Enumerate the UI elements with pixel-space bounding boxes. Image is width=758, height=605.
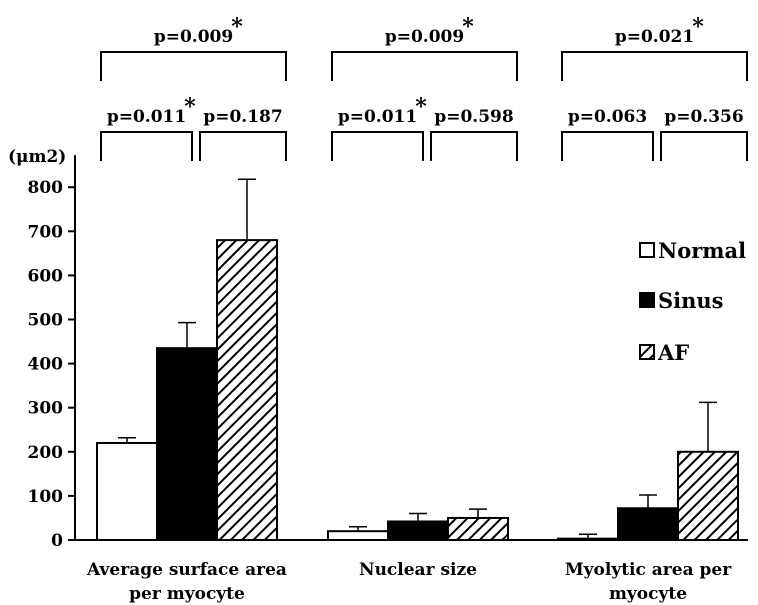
- legend-label-sinus: Sinus: [658, 288, 724, 313]
- bar-sinus: [617, 507, 679, 541]
- p-value-label: p=0.009: [154, 27, 233, 47]
- y-tick-label: 500: [28, 311, 64, 331]
- p-value-label: p=0.011: [338, 107, 417, 127]
- x-category-label: Nuclear size: [359, 560, 477, 580]
- bars: [96, 178, 739, 542]
- y-tick-label: 700: [28, 222, 64, 242]
- x-category-label-line2: myocyte: [609, 584, 687, 604]
- bar-af: [447, 516, 509, 542]
- significance-bracket: [100, 51, 287, 81]
- legend-label-normal: Normal: [658, 238, 746, 263]
- p-value-label: p=0.063: [568, 107, 647, 127]
- p-value-label: p=0.021: [615, 27, 694, 47]
- p-value-label: p=0.356: [664, 107, 743, 127]
- legend-swatch-af: [639, 344, 655, 360]
- significance-asterisk: *: [231, 14, 243, 40]
- y-tick-label: 600: [28, 266, 64, 286]
- x-axis-labels: Average surface area per myocyte Nuclear s…: [86, 560, 732, 604]
- p-value-label: p=0.187: [203, 107, 282, 127]
- legend: Normal Sinus AF: [639, 238, 746, 365]
- p-value-label: p=0.009: [385, 27, 464, 47]
- significance-asterisk: *: [462, 14, 474, 40]
- bar-normal: [327, 530, 389, 541]
- significance-asterisk: *: [415, 94, 427, 120]
- significance-bracket: [660, 131, 748, 161]
- significance-bracket: [331, 131, 424, 161]
- significance-bracket: [561, 51, 748, 81]
- p-value-label: p=0.598: [434, 107, 513, 127]
- bar-af: [216, 239, 278, 541]
- significance-bracket: [430, 131, 518, 161]
- significance-asterisk: *: [184, 94, 196, 120]
- x-category-label: Myolytic area per: [565, 560, 732, 580]
- bar-sinus: [156, 347, 218, 542]
- p-value-label: p=0.011: [107, 107, 186, 127]
- bar-normal: [96, 441, 158, 542]
- significance-bracket: [561, 131, 654, 161]
- legend-swatch-sinus: [639, 292, 655, 308]
- bar-normal: [557, 537, 619, 542]
- bar-sinus: [387, 520, 449, 542]
- significance-asterisk: *: [692, 14, 704, 40]
- y-tick-label: 800: [28, 178, 64, 198]
- x-category-label-line2: per myocyte: [129, 584, 245, 604]
- x-category-label: Average surface area: [86, 560, 287, 580]
- y-tick-label: 400: [28, 355, 64, 375]
- legend-swatch-normal: [639, 242, 655, 258]
- y-tick-label: 0: [51, 531, 63, 551]
- y-tick-label: 100: [28, 487, 64, 507]
- significance-bracket: [331, 51, 518, 81]
- y-tick-label: 300: [28, 399, 64, 419]
- bar-af: [677, 450, 739, 541]
- y-tick-label: 200: [28, 443, 64, 463]
- significance-bracket: [100, 131, 193, 161]
- y-unit-label: (μm2): [8, 147, 66, 167]
- legend-label-af: AF: [657, 340, 689, 365]
- significance-bracket: [199, 131, 287, 161]
